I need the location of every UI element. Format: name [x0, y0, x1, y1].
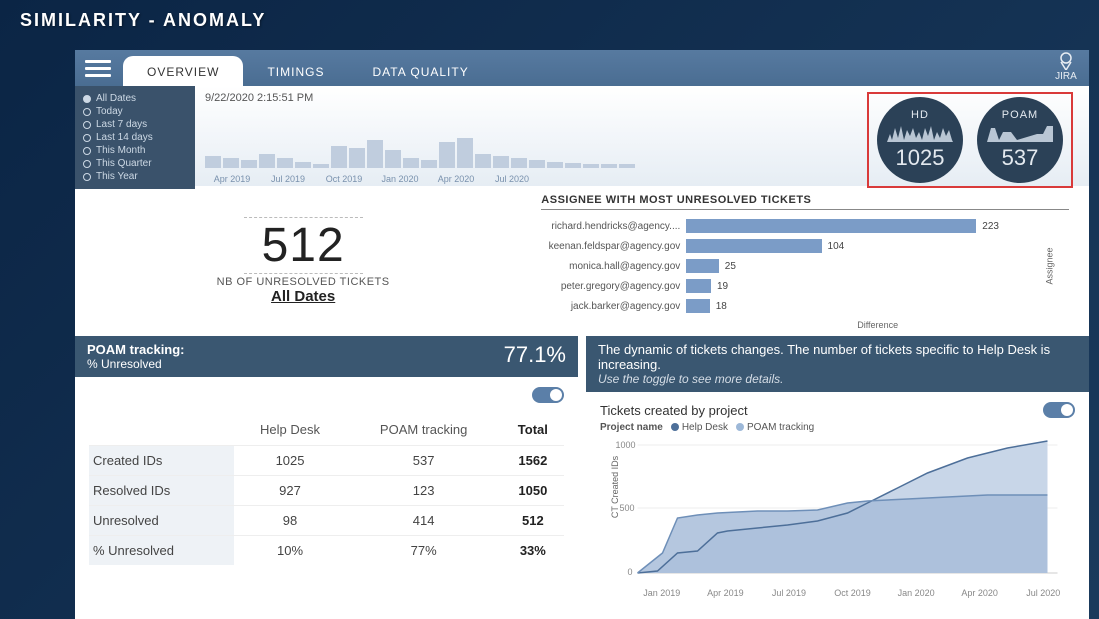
kpi-value: 512	[244, 217, 363, 274]
dashboard: OVERVIEWTIMINGSDATA QUALITY JIRA All Dat…	[75, 50, 1089, 619]
assignee-chart: ASSIGNEE WITH MOST UNRESOLVED TICKETS As…	[531, 186, 1089, 336]
filter-option[interactable]: This Year	[83, 170, 187, 183]
jira-logo: JIRA	[1055, 52, 1077, 82]
tab-data-quality[interactable]: DATA QUALITY	[348, 56, 492, 86]
trend-xlabels: Jan 2019Apr 2019Jul 2019Oct 2019Jan 2020…	[600, 588, 1075, 598]
assignee-title: ASSIGNEE WITH MOST UNRESOLVED TICKETS	[541, 194, 1069, 210]
filter-option[interactable]: Today	[83, 105, 187, 118]
trend-chart-title: Tickets created by project	[600, 403, 748, 418]
svg-text:500: 500	[620, 503, 635, 513]
chart-toggle[interactable]	[1043, 402, 1075, 418]
summary-circle-poam: POAM 537	[977, 97, 1063, 183]
filter-option[interactable]: Last 7 days	[83, 118, 187, 131]
trend-desc2: Use the toggle to see more details.	[598, 372, 1077, 386]
timeline-bars	[205, 138, 635, 168]
tab-bar: OVERVIEWTIMINGSDATA QUALITY JIRA	[75, 50, 1089, 86]
svg-text:1000: 1000	[616, 440, 636, 450]
table-row: % Unresolved10%77%33%	[89, 536, 564, 566]
table-toggle[interactable]	[532, 387, 564, 403]
refresh-timestamp: 9/22/2020 2:15:51 PM	[205, 92, 313, 104]
assignee-ylabel: Assignee	[1045, 247, 1055, 284]
filter-option[interactable]: All Dates	[83, 92, 187, 105]
menu-icon[interactable]	[85, 55, 111, 81]
mid-row: 512 NB OF UNRESOLVED TICKETS All Dates A…	[75, 186, 1089, 336]
kpi-range[interactable]: All Dates	[271, 288, 335, 305]
poam-pct: 77.1%	[504, 342, 566, 371]
assignee-row: monica.hall@agency.gov 25	[541, 256, 1069, 276]
date-filter-menu: All DatesTodayLast 7 daysLast 14 daysThi…	[75, 86, 195, 189]
trend-ylabel: CT Created IDs	[610, 456, 620, 518]
kpi-unresolved: 512 NB OF UNRESOLVED TICKETS All Dates	[75, 186, 531, 336]
trend-desc1: The dynamic of tickets changes. The numb…	[598, 342, 1077, 372]
timeline-labels: Apr 2019Jul 2019Oct 2019Jan 2020Apr 2020…	[205, 174, 539, 184]
assignee-row: keenan.feldspar@agency.gov 104	[541, 236, 1069, 256]
poam-title: POAM tracking:	[87, 342, 504, 357]
page-title: SIMILARITY - ANOMALY	[0, 0, 1099, 41]
summary-circle-hd: HD 1025	[877, 97, 963, 183]
filter-option[interactable]: This Month	[83, 144, 187, 157]
filter-option[interactable]: Last 14 days	[83, 131, 187, 144]
assignee-xlabel: Difference	[541, 320, 1069, 330]
tab-overview[interactable]: OVERVIEW	[123, 56, 243, 86]
tab-timings[interactable]: TIMINGS	[243, 56, 348, 86]
kpi-label: NB OF UNRESOLVED TICKETS	[217, 276, 390, 288]
trend-panel: The dynamic of tickets changes. The numb…	[586, 336, 1089, 581]
svg-text:0: 0	[628, 567, 633, 577]
poam-panel: POAM tracking: % Unresolved 77.1% Help D…	[75, 336, 578, 581]
table-row: Created IDs10255371562	[89, 446, 564, 476]
filter-option[interactable]: This Quarter	[83, 157, 187, 170]
poam-subtitle: % Unresolved	[87, 357, 504, 371]
summary-circles: HD 1025 POAM 537	[867, 92, 1073, 188]
timeline-row: 9/22/2020 2:15:51 PM Apr 2019Jul 2019Oct…	[75, 86, 1089, 186]
trend-legend: Project nameHelp DeskPOAM tracking	[600, 422, 1075, 433]
stats-table: Help DeskPOAM trackingTotal Created IDs1…	[89, 414, 564, 565]
table-row: Resolved IDs9271231050	[89, 476, 564, 506]
assignee-row: jack.barker@agency.gov 18	[541, 296, 1069, 316]
table-row: Unresolved98414512	[89, 506, 564, 536]
trend-chart: 1000 500 0	[600, 433, 1075, 583]
assignee-row: richard.hendricks@agency.... 223	[541, 216, 1069, 236]
bottom-row: POAM tracking: % Unresolved 77.1% Help D…	[75, 336, 1089, 581]
assignee-row: peter.gregory@agency.gov 19	[541, 276, 1069, 296]
